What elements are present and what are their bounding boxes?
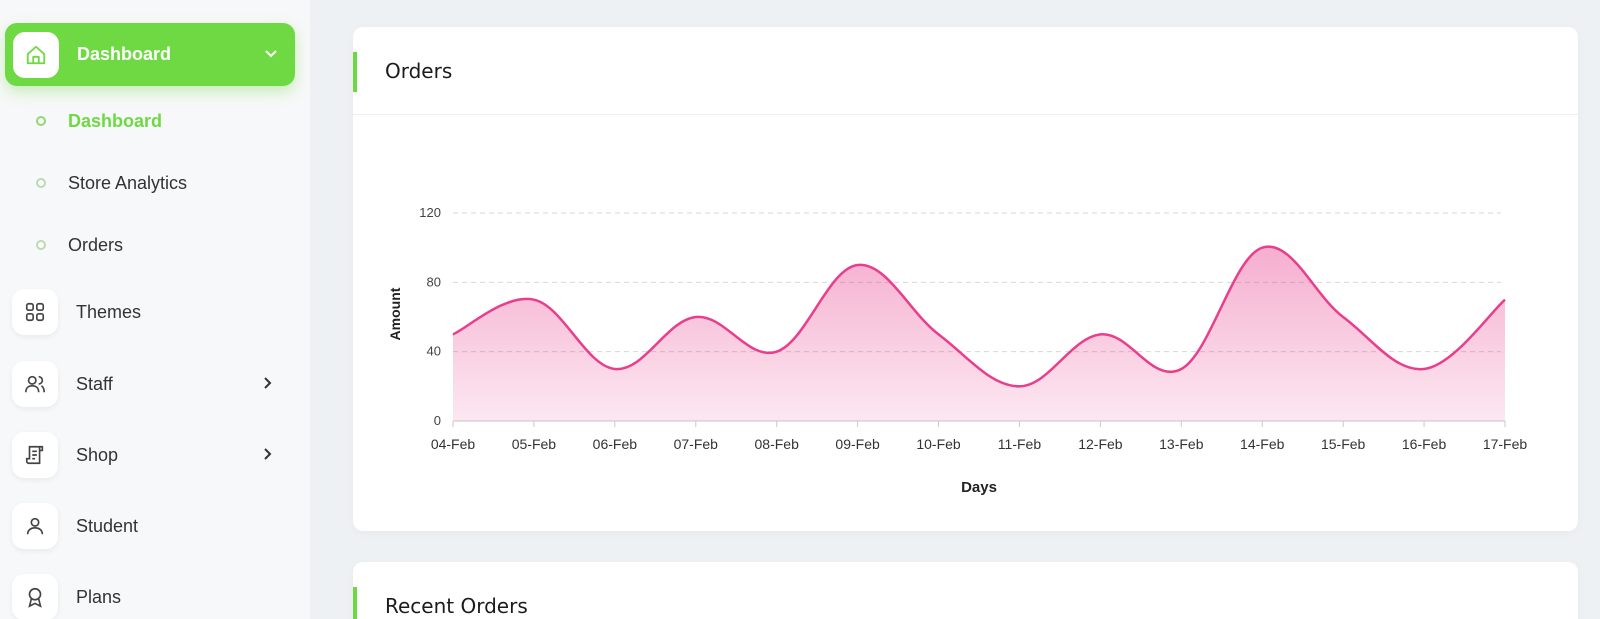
bullet-icon (36, 240, 46, 250)
sub-item-label: Store Analytics (68, 172, 188, 193)
award-icon (12, 574, 58, 619)
card-title: Orders (385, 59, 453, 83)
orders-chart: 0 40 80 120 04-Feb 05-Feb 06-Feb 07-Feb 08-Feb 0… (353, 115, 1578, 520)
bullet-icon (36, 116, 46, 126)
chart-svg: 0 40 80 120 04-Feb 05-Feb 06-Feb 07-Feb 08-Feb 0… (387, 205, 1528, 496)
x-axis-label: Days (961, 479, 997, 496)
x-tick-label: 05-Feb (512, 436, 557, 452)
x-tick-label: 04-Feb (431, 436, 476, 452)
y-tick-label: 120 (419, 205, 441, 220)
orders-card: Orders 0 40 80 120 04-Feb 05-Feb 06-Feb 07-Feb… (353, 27, 1578, 531)
sidebar-item-label: Student (76, 515, 139, 536)
sidebar-item-label: Shop (76, 444, 119, 465)
x-tick-label: 13-Feb (1159, 436, 1204, 452)
sidebar-item-plans[interactable]: Plans (12, 573, 295, 619)
user-icon (12, 503, 58, 549)
accent-bar (353, 587, 357, 619)
x-tick-label: 14-Feb (1240, 436, 1285, 452)
bullet-icon (36, 178, 46, 188)
card-header: Orders (353, 27, 1578, 115)
sub-item-label: Orders (68, 234, 124, 255)
series-line (452, 245, 1506, 388)
sidebar: Dashboard Dashboard Store Analytics Orde… (0, 0, 310, 619)
sub-item-orders[interactable]: Orders (36, 230, 123, 260)
x-tick-label: 10-Feb (916, 436, 961, 452)
sidebar-item-staff[interactable]: Staff (12, 360, 295, 408)
x-tick-label: 09-Feb (835, 436, 880, 452)
sidebar-item-student[interactable]: Student (12, 502, 295, 550)
x-tick-label: 16-Feb (1402, 436, 1447, 452)
y-axis-label: Amount (387, 287, 403, 340)
shop-icon (12, 432, 58, 478)
sidebar-item-label: Plans (76, 586, 122, 607)
sidebar-item-label: Dashboard (77, 44, 172, 64)
users-icon (12, 361, 58, 407)
sidebar-item-label: Staff (76, 373, 113, 394)
x-tick-label: 17-Feb (1483, 436, 1528, 452)
x-tick-label: 08-Feb (755, 436, 800, 452)
area-fill (453, 246, 1505, 421)
sidebar-item-dashboard[interactable]: Dashboard (5, 23, 295, 86)
sub-item-label: Dashboard (68, 110, 163, 131)
sidebar-item-shop[interactable]: Shop (12, 431, 295, 479)
y-tick-label: 0 (434, 413, 441, 428)
sub-item-dashboard[interactable]: Dashboard (36, 106, 162, 136)
chevron-right-icon (259, 446, 275, 467)
card-title: Recent Orders (385, 594, 528, 618)
x-tick-label: 06-Feb (593, 436, 638, 452)
recent-orders-card: Recent Orders (353, 562, 1578, 619)
y-tick-label: 80 (427, 274, 441, 289)
x-tick-label: 12-Feb (1078, 436, 1123, 452)
chevron-right-icon (259, 375, 275, 396)
accent-bar (353, 52, 357, 92)
sub-item-store-analytics[interactable]: Store Analytics (36, 168, 187, 198)
home-icon (13, 31, 59, 78)
chevron-down-icon (263, 45, 279, 66)
sidebar-item-themes[interactable]: Themes (12, 288, 295, 336)
sidebar-item-label: Themes (76, 301, 142, 322)
grid-icon (12, 289, 58, 335)
x-tick-label: 07-Feb (674, 436, 719, 452)
x-tick-label: 15-Feb (1321, 436, 1366, 452)
x-tick-label: 11-Feb (998, 436, 1042, 452)
y-tick-label: 40 (427, 344, 441, 359)
